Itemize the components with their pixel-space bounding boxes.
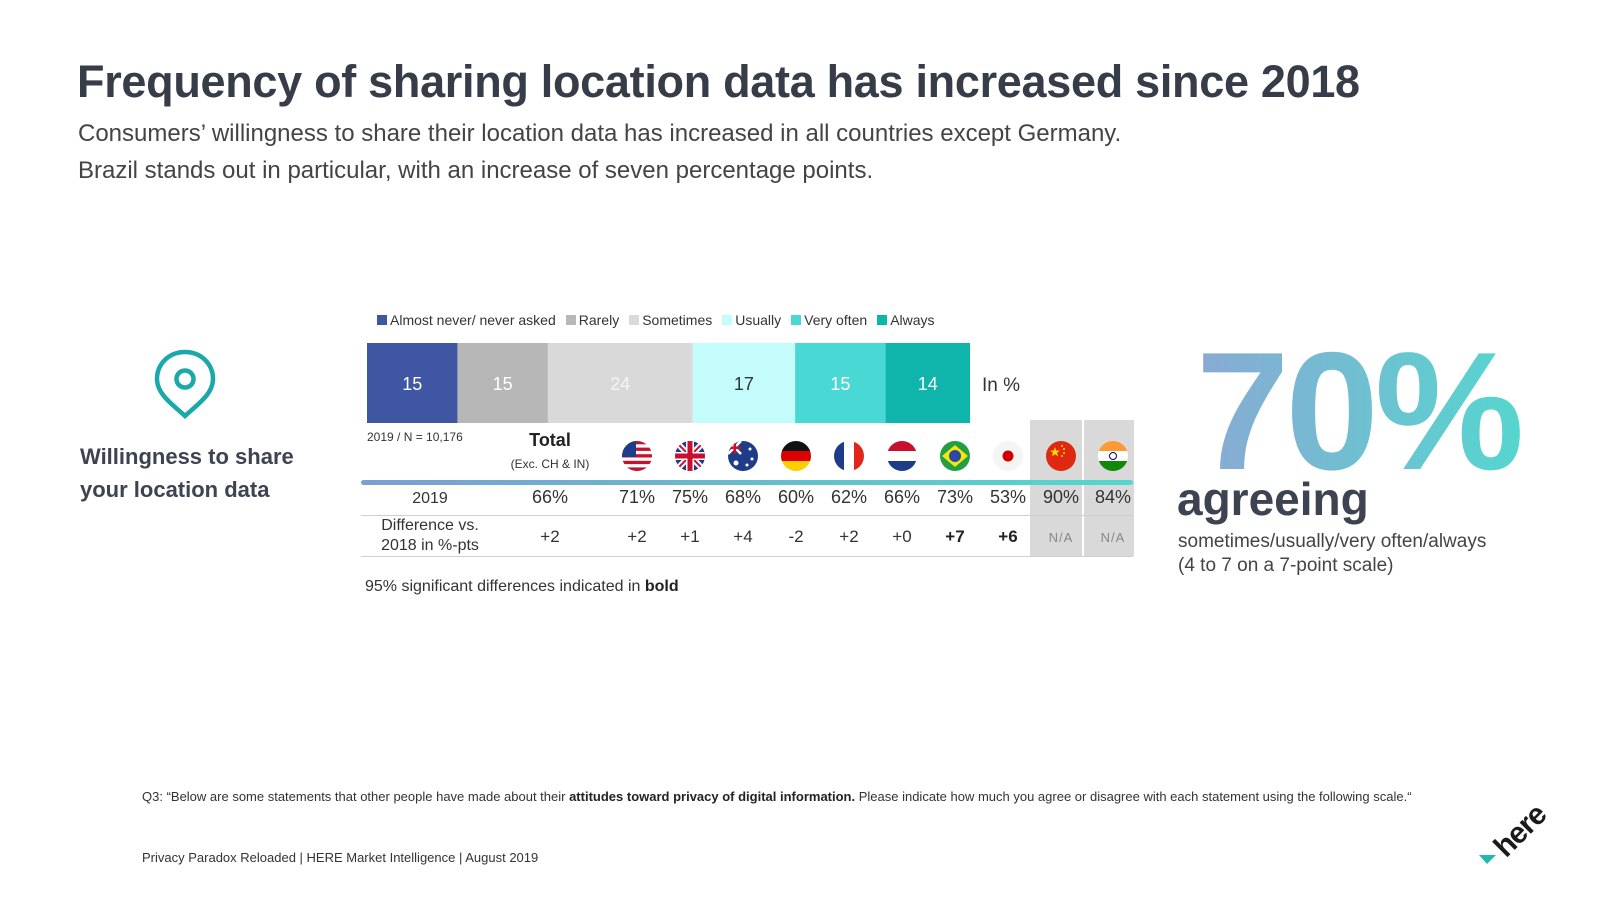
difference-cell: +2 — [540, 527, 560, 546]
legend-swatch — [377, 315, 387, 325]
value-2019-cell: 84% — [1094, 487, 1132, 507]
bar-segment — [367, 343, 458, 423]
uk-flag-icon — [675, 441, 705, 471]
bar-segment-label: 15 — [402, 374, 422, 394]
legend-item: Sometimes — [629, 311, 712, 329]
subtitle-line-1: Consumers’ willingness to share their lo… — [78, 120, 1122, 147]
footer-source: Privacy Paradox Reloaded | HERE Market I… — [142, 850, 539, 865]
value-2019-cell: 75% — [671, 487, 709, 507]
value-2019-cell: 62% — [830, 487, 868, 507]
headline-value: 70% — [1196, 331, 1520, 491]
side-label: Willingness to share your location data — [80, 444, 294, 502]
value-2019-cell: 73% — [936, 487, 974, 507]
difference-cell: +7 — [945, 527, 965, 546]
sample-size-label: 2019 / N = 10,176 — [367, 430, 463, 444]
legend-label: Almost never/ never asked — [390, 312, 556, 328]
legend-label: Usually — [735, 312, 782, 328]
legend-item: Very often — [791, 311, 867, 329]
legend-swatch — [629, 315, 640, 325]
value-2019-cell: 66% — [531, 487, 569, 507]
difference-cell: -2 — [788, 527, 804, 546]
chart-legend: Almost never/ never asked Rarely Sometimes… — [377, 311, 945, 329]
legend-label: Sometimes — [642, 312, 713, 328]
legend-label: Rarely — [578, 312, 620, 328]
value-2019-cell: 53% — [989, 487, 1027, 507]
location-pin-icon — [152, 348, 218, 420]
germany-flag-icon — [781, 441, 811, 471]
survey-question: Q3: “Below are some statements that othe… — [142, 789, 1412, 804]
value-2019-cell: 90% — [1042, 487, 1080, 507]
page-title: Frequency of sharing location data has i… — [77, 56, 1360, 107]
bar-segment — [795, 343, 886, 423]
difference-cell: +1 — [680, 527, 700, 546]
bar-segment — [692, 343, 796, 423]
bar-segment-label: 14 — [918, 374, 938, 394]
legend-swatch — [877, 315, 888, 325]
legend-item: Almost never/ never asked — [377, 311, 556, 329]
headline-sub-line-1: sometimes/usually/very often/always — [1178, 531, 1487, 552]
value-2019-cell: 66% — [883, 487, 921, 507]
legend-item: Always — [877, 311, 935, 329]
india-flag-icon — [1098, 441, 1128, 471]
total-subtitle: (Exc. CH & IN) — [510, 457, 590, 471]
difference-cell: +2 — [839, 527, 859, 546]
question-text-bold: attitudes toward privacy of digital info… — [569, 789, 856, 804]
bar-segment — [457, 343, 548, 423]
france-flag-icon — [834, 441, 864, 471]
significance-note: 95% significant differences indicated in… — [365, 578, 679, 596]
row-divider — [361, 515, 1133, 516]
here-logo: here — [1479, 806, 1546, 864]
value-2019-cell: 60% — [777, 487, 815, 507]
row-label-2019: 2019 — [412, 490, 448, 507]
value-2019-cell: 71% — [618, 487, 656, 507]
column-divider — [1082, 420, 1084, 556]
subtitle-line-2: Brazil stands out in particular, with an… — [78, 157, 874, 184]
bar-segment-label: 15 — [830, 374, 850, 394]
headline-sublabel: sometimes/usually/very often/always (4 t… — [1178, 530, 1486, 578]
question-text-pre: Q3: “Below are some statements that othe… — [142, 789, 570, 804]
logo-wordmark: here — [1488, 806, 1546, 864]
legend-item: Usually — [722, 311, 781, 329]
japan-flag-icon — [993, 441, 1023, 471]
headline-sub-line-2: (4 to 7 on a 7-point scale) — [1178, 555, 1394, 576]
row-label-difference: Difference vs. 2018 in %-pts — [381, 517, 479, 554]
bar-segment — [547, 343, 693, 423]
china-flag-icon — [1046, 441, 1076, 471]
brazil-flag-icon — [940, 441, 970, 471]
legend-swatch — [791, 315, 802, 325]
stacked-bar-chart: 15 15 24 17 15 14 — [367, 343, 970, 423]
legend-label: Always — [890, 312, 935, 328]
total-column-header: Total (Exc. CH & IN) — [500, 430, 600, 471]
headline-label: agreeing — [1177, 473, 1369, 525]
difference-cell: +4 — [733, 527, 753, 546]
bar-segment-label: 24 — [610, 374, 630, 394]
headline-percentage: 70% — [1196, 331, 1524, 491]
legend-swatch — [565, 315, 576, 325]
bar-segment — [885, 343, 970, 423]
significance-note-bold: bold — [644, 578, 679, 595]
total-title: Total — [529, 430, 571, 450]
table-bottom-border — [361, 556, 1133, 557]
legend-item: Rarely — [565, 311, 620, 329]
difference-cell: N/A — [1048, 530, 1074, 545]
difference-cell: +6 — [998, 527, 1018, 546]
legend-label: Very often — [804, 312, 868, 328]
legend-swatch — [722, 315, 733, 325]
significance-note-text: 95% significant differences indicated in — [365, 578, 645, 595]
bar-segment-label: 17 — [734, 374, 754, 394]
difference-cell: N/A — [1100, 530, 1126, 545]
table-header-underline — [361, 480, 1133, 485]
difference-cell: +0 — [892, 527, 912, 546]
question-text-post: Please indicate how much you agree or di… — [855, 789, 1412, 804]
netherlands-flag-icon — [887, 441, 917, 471]
australia-flag-icon — [728, 441, 758, 471]
value-2019-cell: 68% — [724, 487, 762, 507]
us-flag-icon — [622, 441, 652, 471]
unit-label: In % — [982, 375, 1021, 396]
difference-cell: +2 — [627, 527, 647, 546]
bar-segment-label: 15 — [493, 374, 513, 394]
